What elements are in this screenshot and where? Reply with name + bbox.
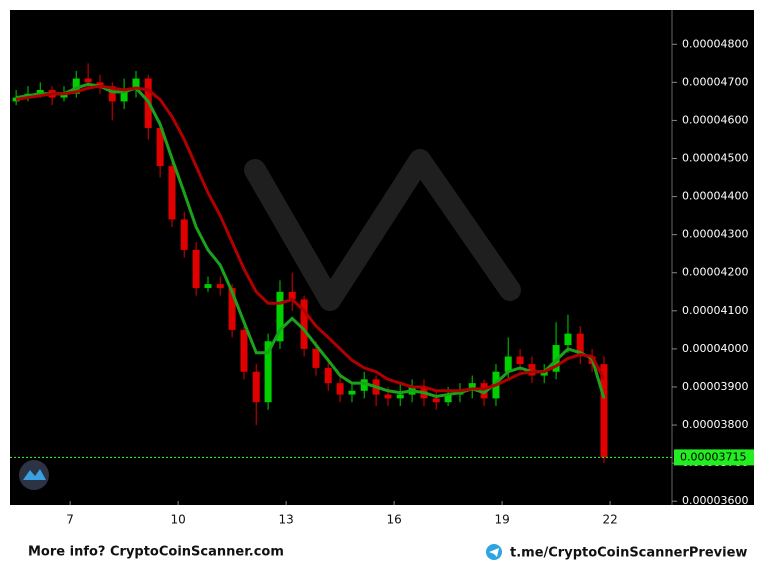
- y-tick-label: 0.00004800: [682, 37, 748, 50]
- candle-body: [324, 367, 332, 384]
- y-tick-label: 0.00003900: [682, 380, 748, 393]
- candle-body: [432, 398, 440, 403]
- candle-body: [360, 379, 368, 391]
- candle-body: [12, 97, 20, 102]
- candle-body: [564, 333, 572, 346]
- logo-icon-shape: [23, 469, 46, 480]
- y-tick-label: 0.00004500: [682, 152, 748, 165]
- candle-body: [300, 299, 308, 349]
- watermark: [244, 149, 521, 311]
- candle-body: [312, 348, 320, 368]
- candle-body: [72, 78, 80, 94]
- candle-body: [516, 356, 524, 365]
- candle-body: [540, 371, 548, 376]
- candle-body: [132, 78, 140, 90]
- candle-body: [444, 394, 452, 403]
- x-tick-label: 22: [602, 513, 617, 527]
- y-tick-label: 0.00004300: [682, 228, 748, 241]
- candle-body: [264, 341, 272, 403]
- candle-body: [60, 93, 68, 98]
- chart-background: [10, 10, 754, 505]
- candle-body: [96, 82, 104, 87]
- footer-right: t.me/CryptoCoinScannerPreview: [510, 546, 747, 561]
- y-tick-label: 0.00004200: [682, 266, 748, 279]
- y-tick-label: 0.00004100: [682, 304, 748, 317]
- footer-left: More info? CryptoCoinScanner.com: [28, 545, 284, 560]
- y-tick-label: 0.00004400: [682, 190, 748, 203]
- moving-average: [15, 82, 606, 399]
- candle-body: [336, 383, 344, 395]
- candle-body: [36, 89, 44, 94]
- telegram-icon-shape: [489, 548, 499, 557]
- candle-body: [276, 291, 284, 342]
- candle-body: [120, 89, 128, 102]
- candle-body: [180, 219, 188, 250]
- candle-body: [240, 329, 248, 372]
- candle-body: [216, 284, 224, 288]
- candle-body: [192, 249, 200, 288]
- x-tick-label: 7: [66, 513, 74, 527]
- moving-average: [15, 84, 606, 393]
- candle-body: [468, 383, 476, 391]
- candle-body: [156, 128, 164, 167]
- candle-body: [168, 166, 176, 220]
- y-tick-label: 0.00003800: [682, 418, 748, 431]
- candle-body: [252, 371, 260, 403]
- y-tick-label: 0.00004600: [682, 113, 748, 126]
- y-tick-label: 0.00003600: [682, 494, 748, 507]
- y-tick-label: 0.00004700: [682, 75, 748, 88]
- candle-body: [228, 287, 236, 330]
- candle-body: [600, 364, 608, 458]
- candle-body: [204, 284, 212, 288]
- last-price-label: 0.00003715: [680, 450, 746, 463]
- candle-body: [348, 390, 356, 395]
- x-tick-label: 10: [170, 513, 185, 527]
- candle-body: [84, 78, 92, 83]
- candle-body: [504, 356, 512, 372]
- candle-body: [108, 86, 116, 102]
- x-tick-label: 19: [494, 513, 509, 527]
- candle-body: [528, 364, 536, 376]
- last-price-badge: [674, 449, 754, 466]
- y-tick-label: 0.00004000: [682, 342, 748, 355]
- candle-body: [288, 291, 296, 300]
- candle-body: [384, 394, 392, 399]
- x-tick-label: 16: [386, 513, 401, 527]
- candle-body: [576, 333, 584, 357]
- x-tick-label: 13: [278, 513, 293, 527]
- candle-body: [396, 394, 404, 399]
- plot: 0.000036000.000037000.000038000.00003900…: [10, 37, 754, 527]
